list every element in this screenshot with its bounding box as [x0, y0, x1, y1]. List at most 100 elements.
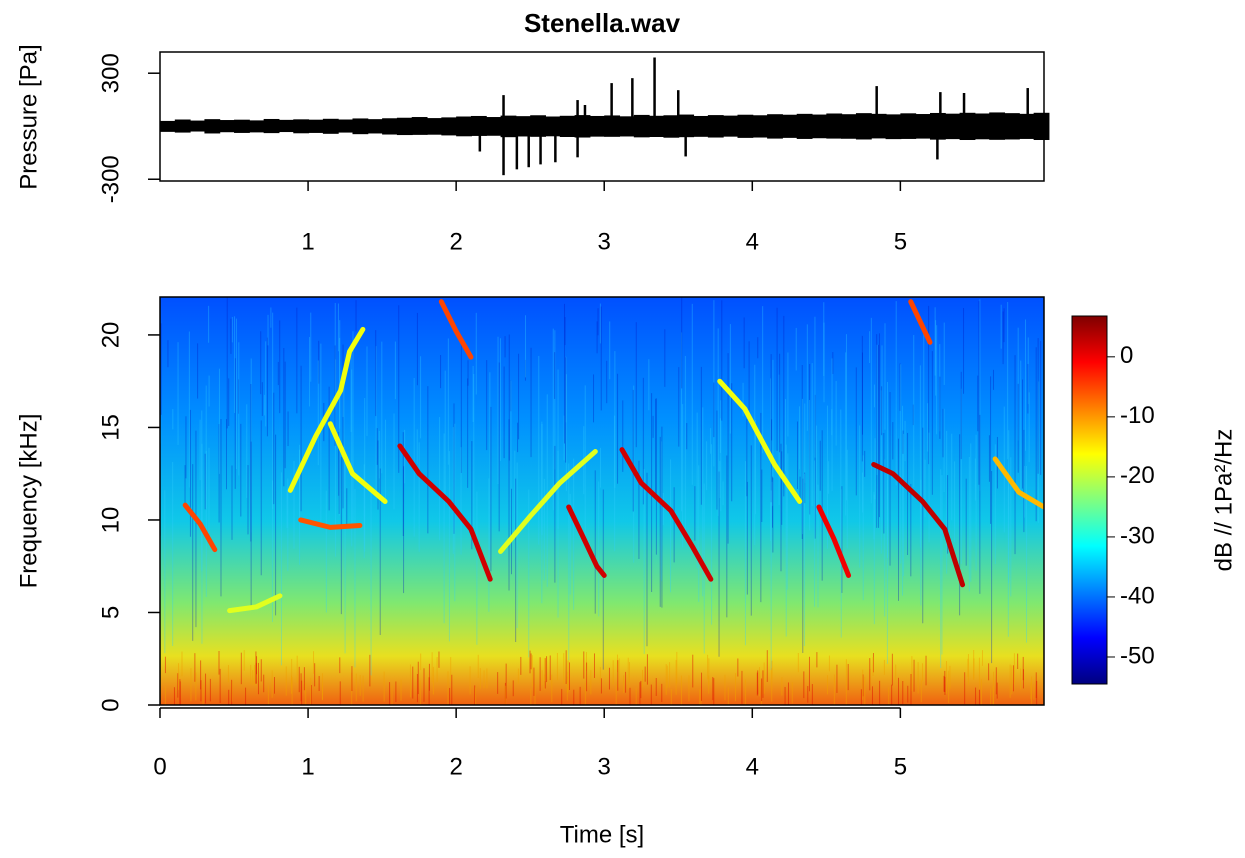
colorbar-tick-label: -10 — [1120, 402, 1155, 429]
waveform-envelope — [426, 118, 443, 135]
colorbar-tick-label: 0 — [1120, 342, 1133, 369]
waveform-envelope — [678, 114, 695, 138]
y-tick-label: -300 — [97, 155, 124, 203]
x-tick-label: 4 — [746, 228, 759, 255]
waveform-envelope — [544, 116, 561, 137]
waveform-envelope — [382, 118, 398, 135]
waveform-envelope — [767, 114, 783, 139]
waveform-envelope — [707, 115, 724, 138]
whistle-contour — [871, 461, 966, 588]
waveform-envelope — [293, 119, 310, 134]
waveform-envelope — [485, 117, 502, 136]
waveform-envelope — [974, 113, 991, 140]
whistle-contour — [908, 299, 933, 345]
colorbar — [1071, 315, 1108, 685]
waveform-envelope — [411, 117, 428, 135]
waveform-envelope — [648, 115, 665, 137]
waveform-envelope — [752, 115, 769, 138]
waveform-envelope — [722, 115, 739, 137]
x-axis-label: Time [s] — [560, 821, 644, 848]
x-tick-label: 3 — [598, 228, 611, 255]
whistle-contour — [717, 378, 803, 504]
waveform-envelope — [693, 115, 709, 137]
waveform-envelope — [1004, 113, 1020, 140]
whistle-contour — [619, 447, 714, 582]
waveform-envelope — [826, 113, 843, 139]
waveform-envelope — [1033, 112, 1050, 141]
waveform-envelope — [515, 116, 532, 137]
colorbar-tick-label: -50 — [1120, 642, 1155, 669]
waveform-envelope — [263, 118, 280, 134]
waveform-envelope — [796, 113, 813, 139]
whistle-contour — [438, 299, 474, 360]
plot-frame — [159, 51, 1045, 182]
y-axis-label: Frequency [kHz] — [15, 414, 42, 589]
x-tick-label: 0 — [153, 753, 166, 780]
colorbar-tick-label: -20 — [1120, 462, 1155, 489]
y-tick-label: 0 — [97, 698, 124, 711]
waveform-envelope — [959, 112, 976, 141]
whistle-contour — [287, 326, 366, 493]
x-tick-label: 2 — [449, 753, 462, 780]
waveform-envelope — [915, 114, 931, 139]
waveform-envelope — [308, 119, 324, 133]
y-tick-label: 300 — [97, 53, 124, 93]
plot-frame — [159, 296, 1045, 706]
waveform-envelope — [559, 115, 576, 137]
waveform-envelope — [189, 120, 206, 132]
whistle-contour — [298, 517, 363, 530]
waveform-envelope — [234, 119, 250, 133]
whistle-contour — [992, 456, 1044, 510]
waveform-envelope — [589, 115, 606, 137]
colorbar-tick-label: -30 — [1120, 522, 1155, 549]
waveform-envelope — [885, 114, 902, 140]
y-tick-label: 10 — [97, 507, 124, 534]
waveform-envelope — [855, 113, 872, 140]
y-tick-label: 15 — [97, 414, 124, 441]
spectrogram-background — [160, 297, 1044, 705]
waveform-envelope — [352, 118, 369, 135]
y-axis-label: Pressure [Pa] — [15, 44, 42, 189]
waveform-envelope — [900, 113, 917, 139]
waveform-envelope — [456, 116, 472, 137]
waveform-envelope — [219, 120, 236, 133]
whistle-contour — [397, 443, 493, 582]
y-tick-label: 5 — [97, 606, 124, 619]
waveform-envelope — [470, 115, 487, 136]
waveform-envelope — [841, 114, 857, 139]
waveform-envelope — [530, 115, 546, 137]
x-tick-label: 2 — [449, 228, 462, 255]
x-tick-label: 5 — [894, 753, 907, 780]
waveform-envelope — [441, 117, 458, 136]
waveform-envelope — [633, 114, 650, 138]
waveform-envelope — [619, 116, 635, 137]
x-tick-label: 5 — [894, 228, 907, 255]
waveform-envelope — [737, 114, 754, 138]
whistle-contour — [327, 421, 388, 504]
waveform-envelope — [396, 117, 413, 136]
waveform-envelope — [663, 115, 680, 138]
waveform-envelope — [811, 114, 828, 139]
x-tick-label: 1 — [301, 753, 314, 780]
spectrogram-texture — [160, 297, 1042, 705]
waveform-envelope — [248, 120, 265, 133]
colorbar-label: dB // 1Pa²/Hz — [1210, 429, 1237, 572]
waveform-envelope — [367, 119, 384, 134]
whistle-contour — [816, 504, 852, 578]
x-tick-label: 1 — [301, 228, 314, 255]
y-tick-label: 20 — [97, 322, 124, 349]
waveform-envelope — [204, 119, 221, 134]
waveform-envelope — [160, 120, 176, 132]
whistle-contour — [227, 593, 283, 614]
colorbar-tick-label: -40 — [1120, 582, 1155, 609]
waveform-envelope — [278, 119, 295, 133]
whistle-contour — [566, 504, 607, 578]
whistle-contour — [182, 502, 218, 553]
x-tick-label: 3 — [598, 753, 611, 780]
waveform-envelope — [781, 114, 798, 138]
whistle-contour — [498, 449, 598, 554]
waveform-envelope — [944, 113, 961, 140]
x-tick-label: 4 — [746, 753, 759, 780]
waveform-envelope — [870, 113, 887, 139]
